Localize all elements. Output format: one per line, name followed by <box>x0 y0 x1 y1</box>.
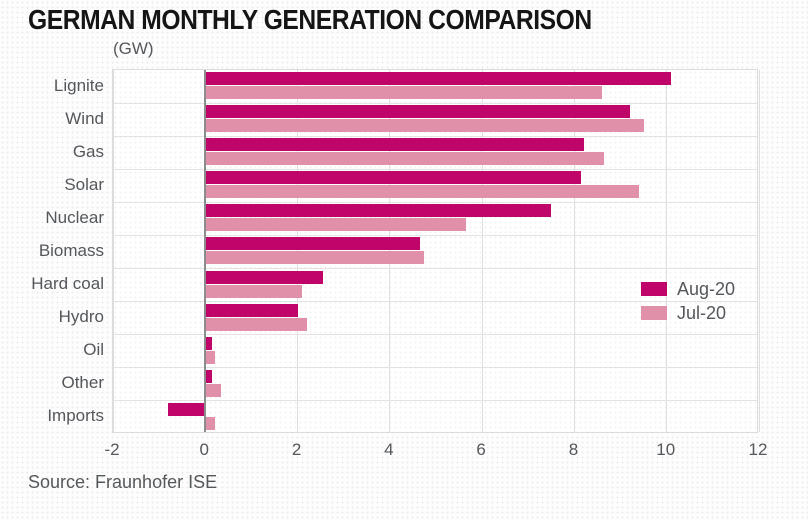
bar-jul-20-lignite <box>205 86 603 99</box>
plot-area: Aug-20 Jul-20 <box>112 69 760 433</box>
row-separator <box>113 367 757 369</box>
bar-jul-20-other <box>205 383 222 397</box>
legend-label-aug-20: Aug-20 <box>677 278 736 299</box>
category-label-lignite: Lignite <box>53 75 104 95</box>
bar-jul-20-wind <box>205 119 644 133</box>
source-text: Source: Fraunhofer ISE <box>28 472 218 492</box>
category-label-imports: Imports <box>47 406 104 426</box>
category-label-biomass: Biomass <box>38 240 104 260</box>
bar-aug-20-hard-coal <box>205 270 323 284</box>
x-tick-label-4: 4 <box>384 440 394 459</box>
x-tick-label-8: 8 <box>568 440 579 459</box>
gridline-x--2 <box>112 70 114 432</box>
legend-label-jul-20: Jul-20 <box>677 302 727 323</box>
bar-aug-20-lignite <box>205 72 672 85</box>
x-tick-label-0: 0 <box>199 440 210 459</box>
bar-aug-20-hydro <box>205 303 298 317</box>
row-separator <box>113 268 757 270</box>
row-separator <box>113 400 757 402</box>
bar-aug-20-imports <box>168 402 206 416</box>
x-tick-label-2: 2 <box>291 440 302 459</box>
zero-axis-line <box>204 70 207 432</box>
category-label-gas: Gas <box>72 141 104 161</box>
bar-jul-20-hard-coal <box>205 284 303 298</box>
row-separator <box>113 102 757 104</box>
gridline-x-12 <box>758 70 760 432</box>
bar-aug-20-wind <box>205 105 630 119</box>
bar-aug-20-gas <box>205 138 584 152</box>
bar-aug-20-biomass <box>205 237 420 251</box>
bar-jul-20-nuclear <box>205 218 466 232</box>
row-separator <box>113 201 757 203</box>
row-separator <box>113 135 757 137</box>
x-tick-label--2: -2 <box>104 440 120 459</box>
x-tick-label-10: 10 <box>656 440 676 459</box>
row-separator <box>113 334 757 336</box>
bar-aug-20-oil <box>205 336 213 350</box>
legend-item-aug-20: Aug-20 <box>641 277 735 301</box>
bar-aug-20-nuclear <box>205 204 552 218</box>
gridline-x-6 <box>481 70 483 432</box>
gridline-x-4 <box>389 70 391 432</box>
bar-jul-20-oil <box>205 350 215 364</box>
bar-aug-20-solar <box>205 171 582 185</box>
gridline-x-2 <box>297 70 299 432</box>
category-label-hydro: Hydro <box>58 307 104 327</box>
legend-swatch-aug-20 <box>641 282 667 296</box>
row-separator <box>113 234 757 236</box>
category-label-nuclear: Nuclear <box>45 207 104 227</box>
bar-jul-20-hydro <box>205 317 307 331</box>
bar-jul-20-solar <box>205 185 640 199</box>
category-label-oil: Oil <box>83 340 104 360</box>
category-label-wind: Wind <box>65 108 104 128</box>
axis-unit-label: (GW) <box>113 39 154 58</box>
legend: Aug-20 Jul-20 <box>641 277 735 325</box>
legend-swatch-jul-20 <box>641 306 667 320</box>
bar-jul-20-imports <box>205 416 215 430</box>
x-tick-label-6: 6 <box>476 440 486 459</box>
category-label-solar: Solar <box>64 174 104 194</box>
chart-title: GERMAN MONTHLY GENERATION COMPARISON <box>28 4 592 35</box>
gridline-x-10 <box>666 70 668 432</box>
bar-jul-20-biomass <box>205 251 425 265</box>
gridline-x-8 <box>573 70 575 432</box>
legend-item-jul-20: Jul-20 <box>641 301 735 325</box>
bar-jul-20-gas <box>205 152 605 166</box>
row-separator <box>113 168 757 170</box>
x-tick-label-12: 12 <box>748 440 768 459</box>
category-label-other: Other <box>61 373 104 393</box>
row-separator <box>113 301 757 303</box>
category-label-hard-coal: Hard coal <box>31 274 104 294</box>
bar-aug-20-other <box>205 369 213 383</box>
